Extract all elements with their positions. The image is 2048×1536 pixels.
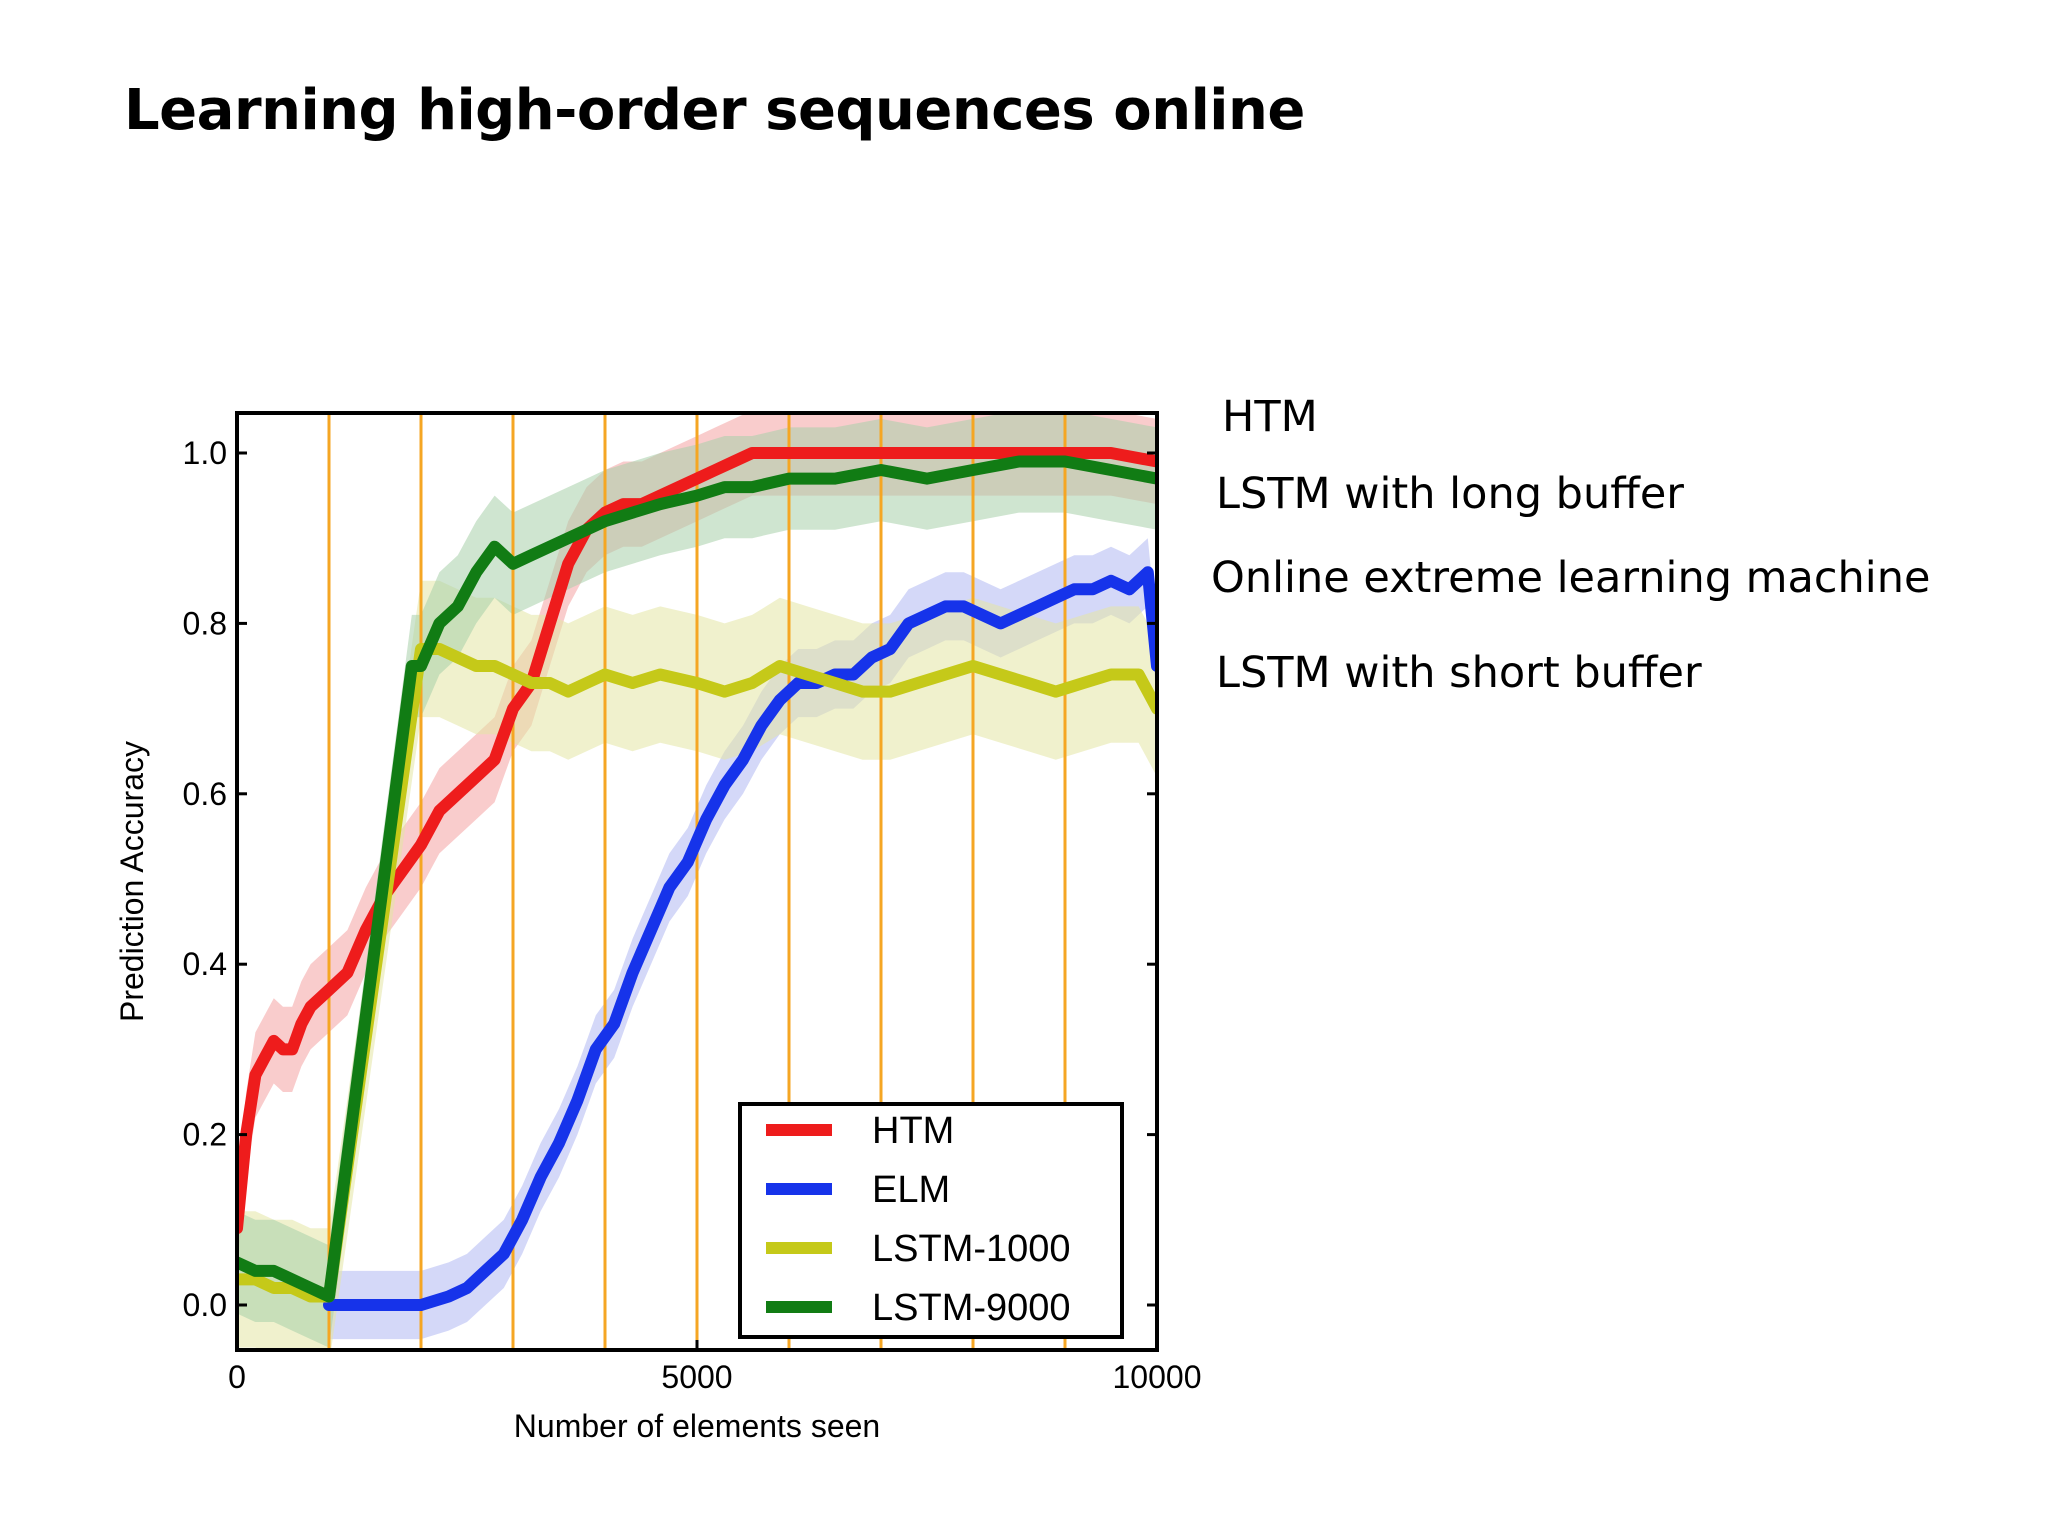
series-line-lstm-1000 <box>237 643 1157 1303</box>
y-tick-label: 1.0 <box>183 435 227 471</box>
x-axis-label: Number of elements seen <box>514 1408 880 1444</box>
annotation-htm: HTM <box>1222 392 1318 442</box>
y-tick-label: 0.8 <box>183 605 227 641</box>
series-lines <box>237 447 1157 1311</box>
y-tick-label: 0.2 <box>183 1117 227 1153</box>
axes: 0.0 0.2 0.4 0.6 0.8 1.0 0 5000 10000 Number of el… <box>114 411 1202 1444</box>
legend-label-lstm-1000: LSTM-1000 <box>872 1228 1071 1270</box>
x-tick-label: 0 <box>228 1359 246 1395</box>
x-tick-label: 10000 <box>1113 1359 1202 1395</box>
series-line-elm <box>323 566 1157 1311</box>
series-line-htm <box>237 447 1157 1235</box>
annotation-elm: Online extreme learning machine <box>1211 553 1931 603</box>
series-line-lstm-9000 <box>237 455 1157 1303</box>
legend-label-elm: ELM <box>872 1169 950 1211</box>
y-tick-label: 0.6 <box>183 776 227 812</box>
legend-label-lstm-9000: LSTM-9000 <box>872 1287 1071 1329</box>
legend: HTM ELM LSTM-1000 LSTM-9000 <box>738 1102 1124 1339</box>
x-tick-label: 5000 <box>661 1359 732 1395</box>
y-axis-label: Prediction Accuracy <box>114 741 150 1022</box>
slide-title: Learning high-order sequences online <box>124 78 1305 143</box>
legend-label-htm: HTM <box>872 1110 954 1152</box>
annotation-lstm-short: LSTM with short buffer <box>1216 648 1702 698</box>
annotation-lstm-long: LSTM with long buffer <box>1216 469 1684 519</box>
y-tick-label: 0.0 <box>183 1287 227 1323</box>
legend-box <box>738 1102 1124 1339</box>
y-tick-label: 0.4 <box>183 946 227 982</box>
